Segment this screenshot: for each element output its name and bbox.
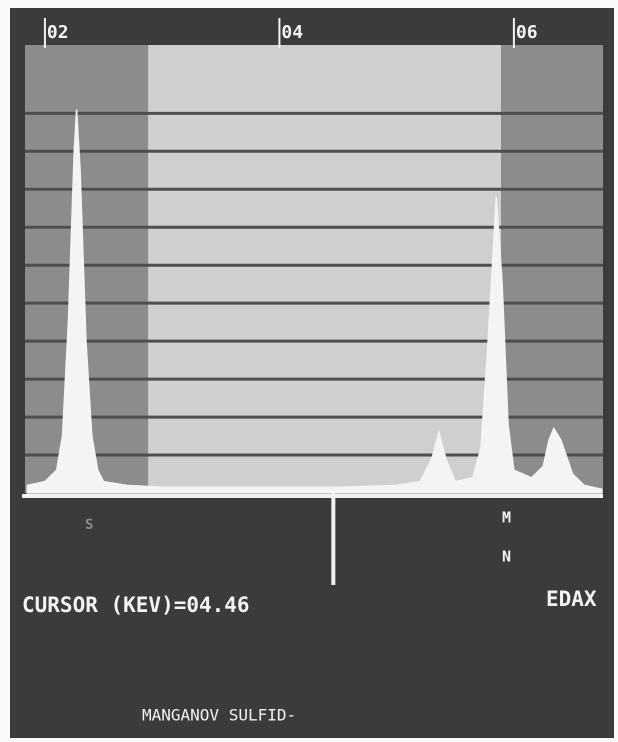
brand: EDAX (546, 587, 597, 611)
x-tick-label: 02 (47, 22, 69, 43)
caption: MANGANOV SULFID- (142, 706, 296, 725)
cursor-readout: CURSOR (KEV)=04.46 (22, 593, 250, 617)
x-tick-label: 06 (516, 22, 538, 43)
x-tick-label: 04 (281, 22, 303, 43)
peak-label: M (502, 509, 511, 527)
peak-label: S (85, 517, 93, 533)
peak-label: N (502, 548, 511, 566)
spectrum (26, 109, 603, 494)
